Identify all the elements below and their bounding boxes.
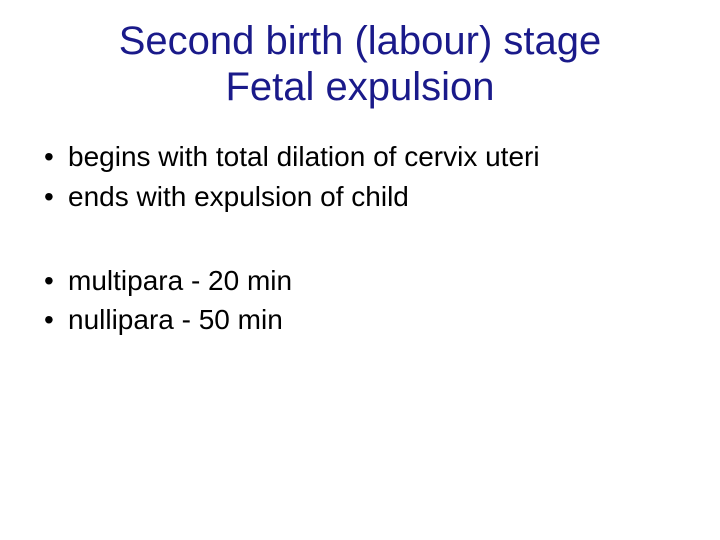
- bullet-text: ends with expulsion of child: [68, 181, 409, 212]
- bullet-item: nullipara - 50 min: [40, 301, 690, 339]
- bullet-group-1: begins with total dilation of cervix ute…: [40, 138, 690, 216]
- title-line-2: Fetal expulsion: [225, 65, 494, 109]
- bullet-item: ends with expulsion of child: [40, 178, 690, 216]
- spacer: [30, 218, 690, 260]
- title-line-1: Second birth (labour) stage: [119, 19, 602, 63]
- slide: Second birth (labour) stage Fetal expuls…: [0, 0, 720, 540]
- bullet-text: begins with total dilation of cervix ute…: [68, 141, 540, 172]
- bullet-text: multipara - 20 min: [68, 265, 292, 296]
- bullet-item: begins with total dilation of cervix ute…: [40, 138, 690, 176]
- bullet-group-2: multipara - 20 min nullipara - 50 min: [40, 262, 690, 340]
- bullet-item: multipara - 20 min: [40, 262, 690, 300]
- bullet-text: nullipara - 50 min: [68, 304, 283, 335]
- slide-title: Second birth (labour) stage Fetal expuls…: [30, 18, 690, 110]
